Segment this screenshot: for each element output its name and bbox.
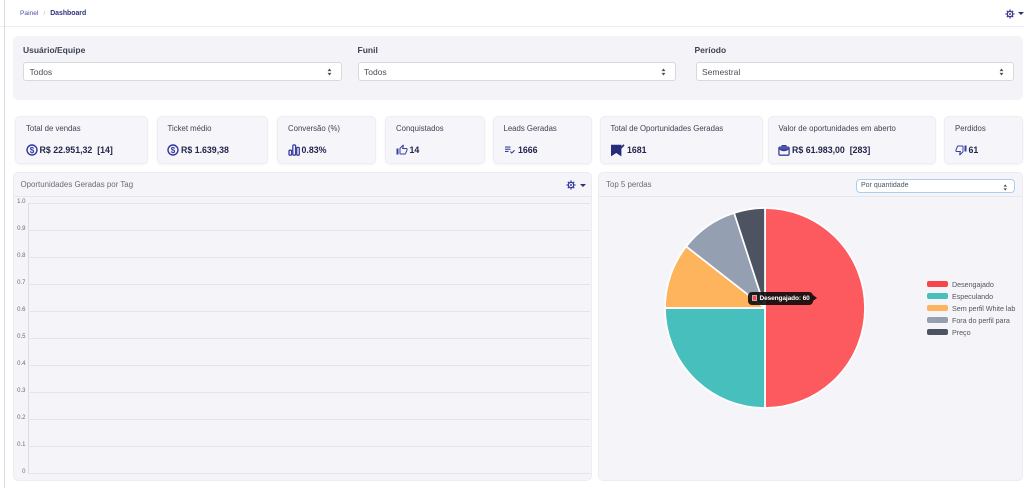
svg-text:$: $ <box>29 146 34 155</box>
svg-text:$: $ <box>171 146 176 155</box>
